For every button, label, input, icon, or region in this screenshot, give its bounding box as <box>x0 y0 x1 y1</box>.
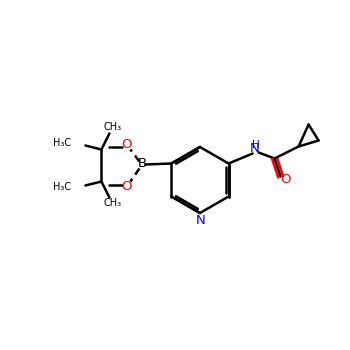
Text: H₃C: H₃C <box>53 182 71 192</box>
Text: O: O <box>121 138 132 151</box>
Text: CH₃: CH₃ <box>103 198 121 209</box>
Text: H: H <box>252 140 259 149</box>
Text: N: N <box>196 214 206 226</box>
Text: B: B <box>138 157 147 170</box>
Text: O: O <box>121 180 132 193</box>
Text: CH₃: CH₃ <box>103 122 121 133</box>
Text: N: N <box>250 142 259 155</box>
Text: O: O <box>280 173 291 186</box>
Text: H₃C: H₃C <box>53 139 71 148</box>
